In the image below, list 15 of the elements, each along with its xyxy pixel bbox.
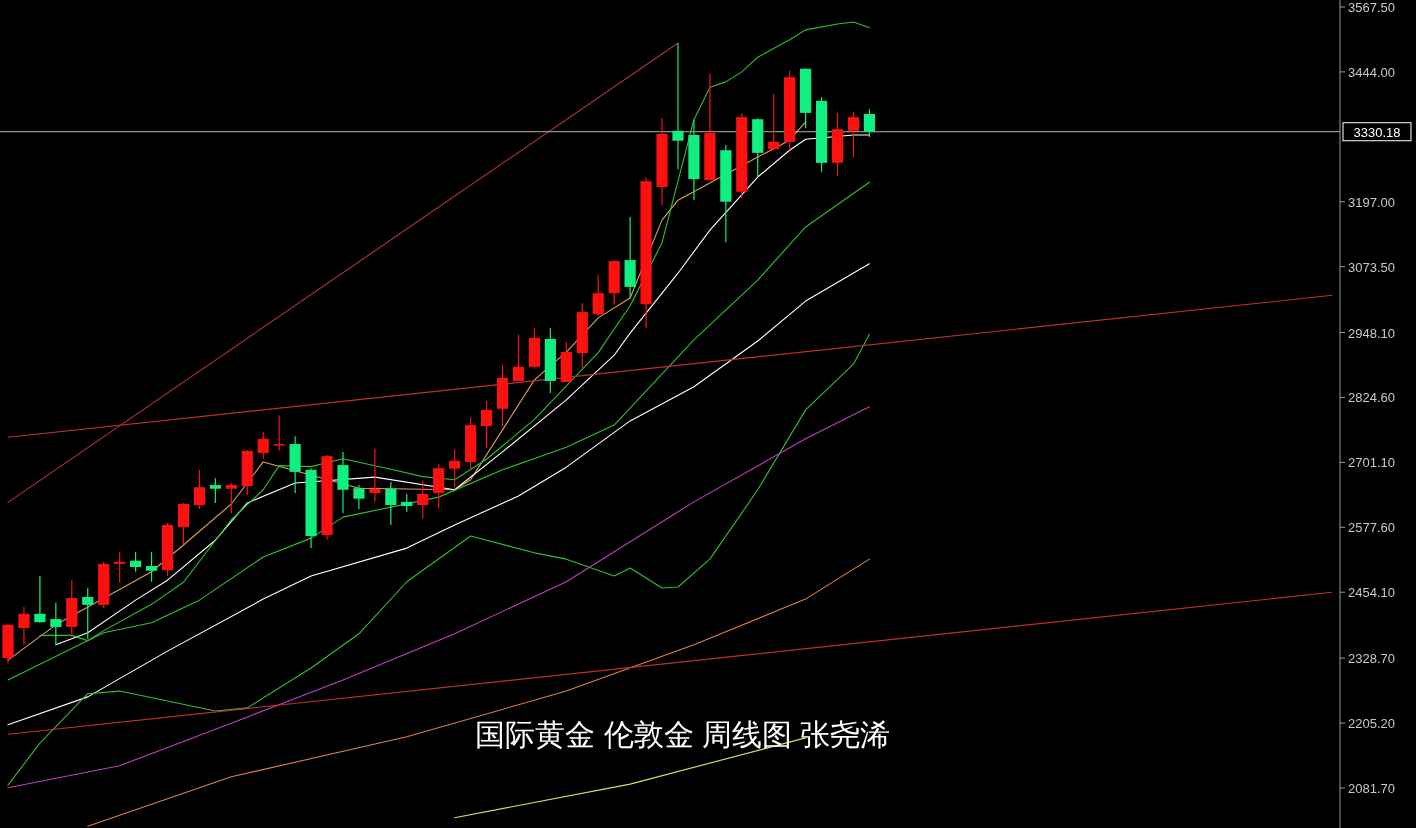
y-tick-label: 3567.50 xyxy=(1348,0,1395,15)
y-tick-label: 2577.60 xyxy=(1348,520,1395,536)
y-tick-label: 2205.20 xyxy=(1348,716,1395,732)
y-tick-label: 3444.00 xyxy=(1348,64,1395,80)
y-tick-label: 2328.70 xyxy=(1348,651,1395,667)
annotation: 国际黄金 伦敦金 周线图 张尧浠 xyxy=(475,718,891,751)
ref-line-label: 3330.18 xyxy=(1353,124,1401,140)
line-series xyxy=(55,134,870,646)
y-tick-label: 2824.60 xyxy=(1348,390,1395,406)
y-tick-label: 2454.10 xyxy=(1348,585,1395,601)
y-tick-label: 3197.00 xyxy=(1348,194,1395,210)
y-tick-label: 2948.10 xyxy=(1348,325,1395,341)
y-tick-label: 2081.70 xyxy=(1348,780,1395,796)
y-tick-label: 3073.50 xyxy=(1348,259,1395,275)
y-tick-label: 2701.10 xyxy=(1348,455,1395,471)
